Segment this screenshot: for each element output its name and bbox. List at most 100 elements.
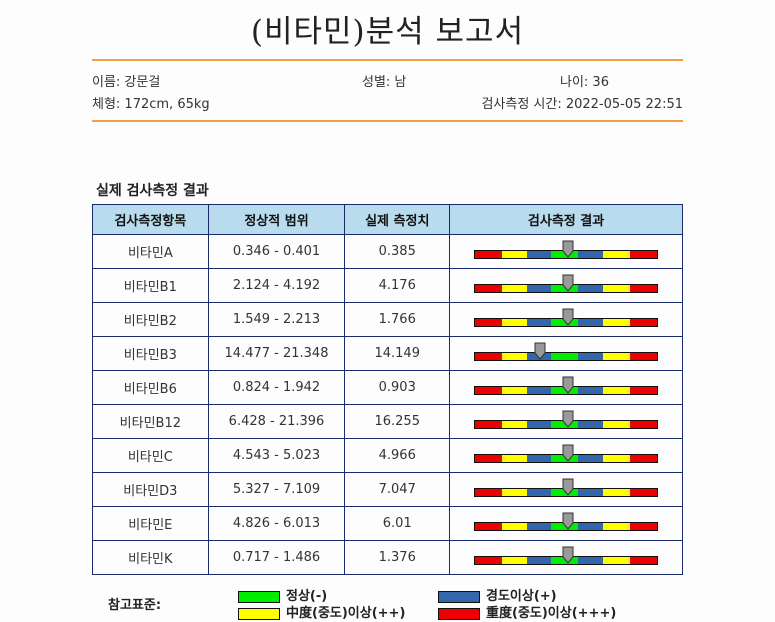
table-row: 비타민B12 6.428 - 21.396 16.255: [92, 404, 683, 439]
result-gauge: [474, 376, 659, 395]
normal-range: 6.428 - 21.396: [207, 404, 346, 439]
gauge-segment: [602, 556, 631, 564]
gauge-segment: [630, 556, 658, 564]
gauge-segment: [501, 454, 527, 462]
gauge-segment: [630, 250, 658, 258]
gauge-segment: [577, 556, 603, 564]
legend-severe: 重度(중도)이상(+++): [438, 602, 616, 621]
gauge-segment: [602, 454, 631, 462]
gauge-segment: [526, 522, 552, 530]
measured-value: 4.966: [344, 438, 451, 473]
gauge-segment: [577, 386, 603, 394]
gauge-segment: [501, 250, 527, 258]
legend-text: 경도이상(+): [486, 589, 557, 604]
table-row: 비타민B6 0.824 - 1.942 0.903: [92, 370, 683, 405]
measured-value: 0.385: [344, 234, 451, 269]
gauge-segment: [630, 420, 658, 428]
gauge-pointer-icon: [562, 240, 574, 258]
table-row: 비타민E 4.826 - 6.013 6.01: [92, 506, 683, 541]
gauge-segment: [475, 522, 502, 530]
normal-range: 1.549 - 2.213: [207, 302, 346, 337]
table-row: 비타민B2 1.549 - 2.213 1.766: [92, 302, 683, 337]
result-gauge: [474, 444, 659, 463]
result-gauge-cell: [449, 336, 683, 371]
patient-name: 이름: 강문걸: [92, 75, 161, 90]
gauge-segment: [551, 284, 578, 292]
measured-value: 1.376: [344, 540, 451, 575]
gauge-segment: [501, 386, 527, 394]
table-row: 비타민K 0.717 - 1.486 1.376: [92, 540, 683, 575]
gauge-segment: [602, 488, 631, 496]
item-name: 비타민A: [92, 234, 209, 269]
normal-range: 4.543 - 5.023: [207, 438, 346, 473]
gauge-segment: [551, 488, 578, 496]
gauge-pointer-icon: [562, 478, 574, 496]
item-name: 비타민B3: [92, 336, 209, 371]
gauge-segment: [551, 318, 578, 326]
gauge-segment: [577, 420, 603, 428]
gauge-segment: [551, 250, 578, 258]
legend-moderate: 中度(중도)이상(++): [238, 602, 405, 621]
section-title: 실제 검사측정 결과: [96, 183, 209, 199]
table-row: 비타민B1 2.124 - 4.192 4.176: [92, 268, 683, 303]
gauge-segment: [551, 386, 578, 394]
normal-range: 0.346 - 0.401: [207, 234, 346, 269]
result-gauge-cell: [449, 506, 683, 541]
gauge-segment: [551, 556, 578, 564]
gauge-pointer-icon: [562, 444, 574, 462]
result-gauge-cell: [449, 540, 683, 575]
gauge-segment: [475, 386, 502, 394]
gauge-segment: [577, 318, 603, 326]
gauge-segment: [551, 522, 578, 530]
gauge-segment: [577, 284, 603, 292]
gauge-segment: [551, 420, 578, 428]
header-result: 검사측정 결과: [449, 204, 683, 235]
gauge-bar: [474, 351, 659, 361]
item-name: 비타민B6: [92, 370, 209, 405]
gauge-segment: [577, 454, 603, 462]
gauge-segment: [475, 420, 502, 428]
table-row: 비타민A 0.346 - 0.401 0.385: [92, 234, 683, 269]
result-gauge: [474, 240, 659, 259]
gauge-segment: [630, 386, 658, 394]
gauge-segment: [501, 318, 527, 326]
gauge-pointer-icon: [562, 308, 574, 326]
legend-label: 참고표준:: [108, 598, 162, 613]
gauge-segment: [602, 522, 631, 530]
gauge-pointer-icon: [562, 410, 574, 428]
normal-range: 0.824 - 1.942: [207, 370, 346, 405]
legend-text: 中度(중도)이상(++): [286, 606, 406, 621]
patient-gender: 성별: 남: [362, 75, 407, 90]
measured-value: 1.766: [344, 302, 451, 337]
gauge-segment: [501, 284, 527, 292]
gauge-segment: [475, 556, 502, 564]
legend-swatch: [438, 590, 480, 603]
patient-body: 체형: 172cm, 65kg: [92, 97, 210, 112]
result-gauge-cell: [449, 302, 683, 337]
gauge-segment: [526, 420, 552, 428]
item-name: 비타민K: [92, 540, 209, 575]
gauge-segment: [602, 318, 631, 326]
measured-value: 6.01: [344, 506, 451, 541]
table-row: 비타민D3 5.327 - 7.109 7.047: [92, 472, 683, 507]
gauge-segment: [526, 556, 552, 564]
header-item: 검사측정항목: [92, 204, 209, 235]
gauge-segment: [577, 250, 603, 258]
gauge-segment: [475, 284, 502, 292]
item-name: 비타민B12: [92, 404, 209, 439]
result-gauge-cell: [449, 404, 683, 439]
test-time: 검사측정 시간: 2022-05-05 22:51: [481, 97, 683, 112]
gauge-segment: [526, 284, 552, 292]
measured-value: 16.255: [344, 404, 451, 439]
gauge-segment: [526, 488, 552, 496]
gauge-segment: [526, 454, 552, 462]
gauge-segment: [475, 352, 502, 360]
normal-range: 4.826 - 6.013: [207, 506, 346, 541]
gauge-segment: [630, 318, 658, 326]
result-gauge: [474, 410, 659, 429]
patient-age: 나이: 36: [560, 75, 609, 90]
gauge-segment: [501, 420, 527, 428]
normal-range: 5.327 - 7.109: [207, 472, 346, 507]
gauge-segment: [475, 454, 502, 462]
gauge-segment: [526, 250, 552, 258]
